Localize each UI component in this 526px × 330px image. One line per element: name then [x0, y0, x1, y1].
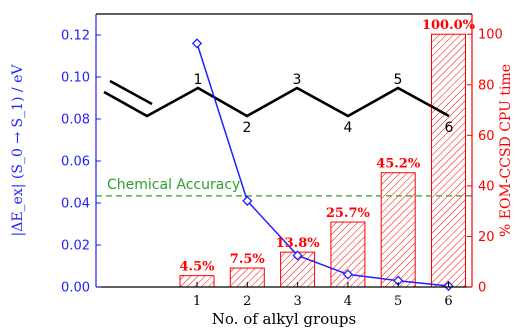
left-tick-label: 0.08	[61, 113, 90, 128]
x-tick-label: 5	[394, 294, 402, 309]
molecule-carbon-label-1: 1	[194, 72, 203, 88]
left-tick-label: 0.06	[61, 155, 90, 170]
delta-e-point-4	[342, 269, 354, 280]
left-tick-label: 0.00	[61, 281, 90, 296]
molecule-carbon-label-4: 4	[344, 120, 353, 136]
x-tick-label: 4	[344, 294, 352, 309]
right-tick-label: 40	[478, 179, 495, 194]
right-tick-label: 60	[478, 129, 495, 144]
x-tick-label: 3	[293, 294, 301, 309]
x-tick-label: 6	[444, 294, 452, 309]
x-axis-title: No. of alkyl groups	[212, 310, 356, 328]
bar-label-2: 7.5%	[230, 252, 266, 267]
left-tick-label: 0.12	[61, 29, 90, 44]
molecule-carbon-label-3: 3	[293, 72, 302, 88]
bars-layer	[179, 33, 466, 288]
molecule-double-bond	[109, 79, 153, 106]
chemical-accuracy-label: Chemical Accuracy	[107, 177, 240, 193]
labels-layer: 4.5% 7.5% 13.8% 25.7% 45.2% 100.0%	[180, 18, 476, 274]
bar-label-4: 25.7%	[326, 206, 371, 221]
delta-e-line	[196, 43, 449, 287]
molecule-carbon-label-6: 6	[445, 120, 454, 136]
bar-label-5: 45.2%	[376, 157, 421, 172]
molecule-diagram: 1 2 3 4 5 6	[103, 72, 454, 136]
right-tick-label: 80	[478, 78, 495, 93]
molecule-carbon-label-5: 5	[394, 72, 403, 88]
delta-e-point-3	[292, 250, 303, 261]
right-axis-title: % EOM-CCSD CPU time	[498, 64, 514, 237]
bar-6	[431, 33, 466, 288]
x-tick-label: 2	[243, 294, 251, 309]
left-tick-label: 0.10	[61, 71, 90, 86]
right-tick-label: 0	[478, 281, 486, 296]
molecule-skeleton	[103, 86, 450, 118]
axes-layer: 0.00 0.02 0.04 0.06 0.08 0.10 0.12 0 20 40 60 80 100…	[10, 13, 514, 328]
accuracy-annotation: Chemical Accuracy	[96, 177, 472, 197]
bar-label-6: 100.0%	[422, 18, 476, 33]
x-tick-label: 1	[193, 294, 201, 309]
bar-5	[380, 172, 416, 288]
left-tick-label: 0.02	[61, 239, 90, 254]
bar-label-3: 13.8%	[276, 236, 321, 251]
bar-label-1: 4.5%	[180, 260, 216, 275]
left-tick-label: 0.04	[61, 197, 90, 212]
delta-e-point-2	[242, 195, 253, 207]
delta-e-point-1	[191, 38, 203, 49]
molecule-carbon-label-2: 2	[243, 120, 252, 136]
right-tick-label: 100	[478, 28, 503, 43]
right-tick-label: 20	[478, 230, 495, 245]
left-axis-title: |ΔE_ex| (S_0 → S_1) / eV	[10, 64, 26, 237]
